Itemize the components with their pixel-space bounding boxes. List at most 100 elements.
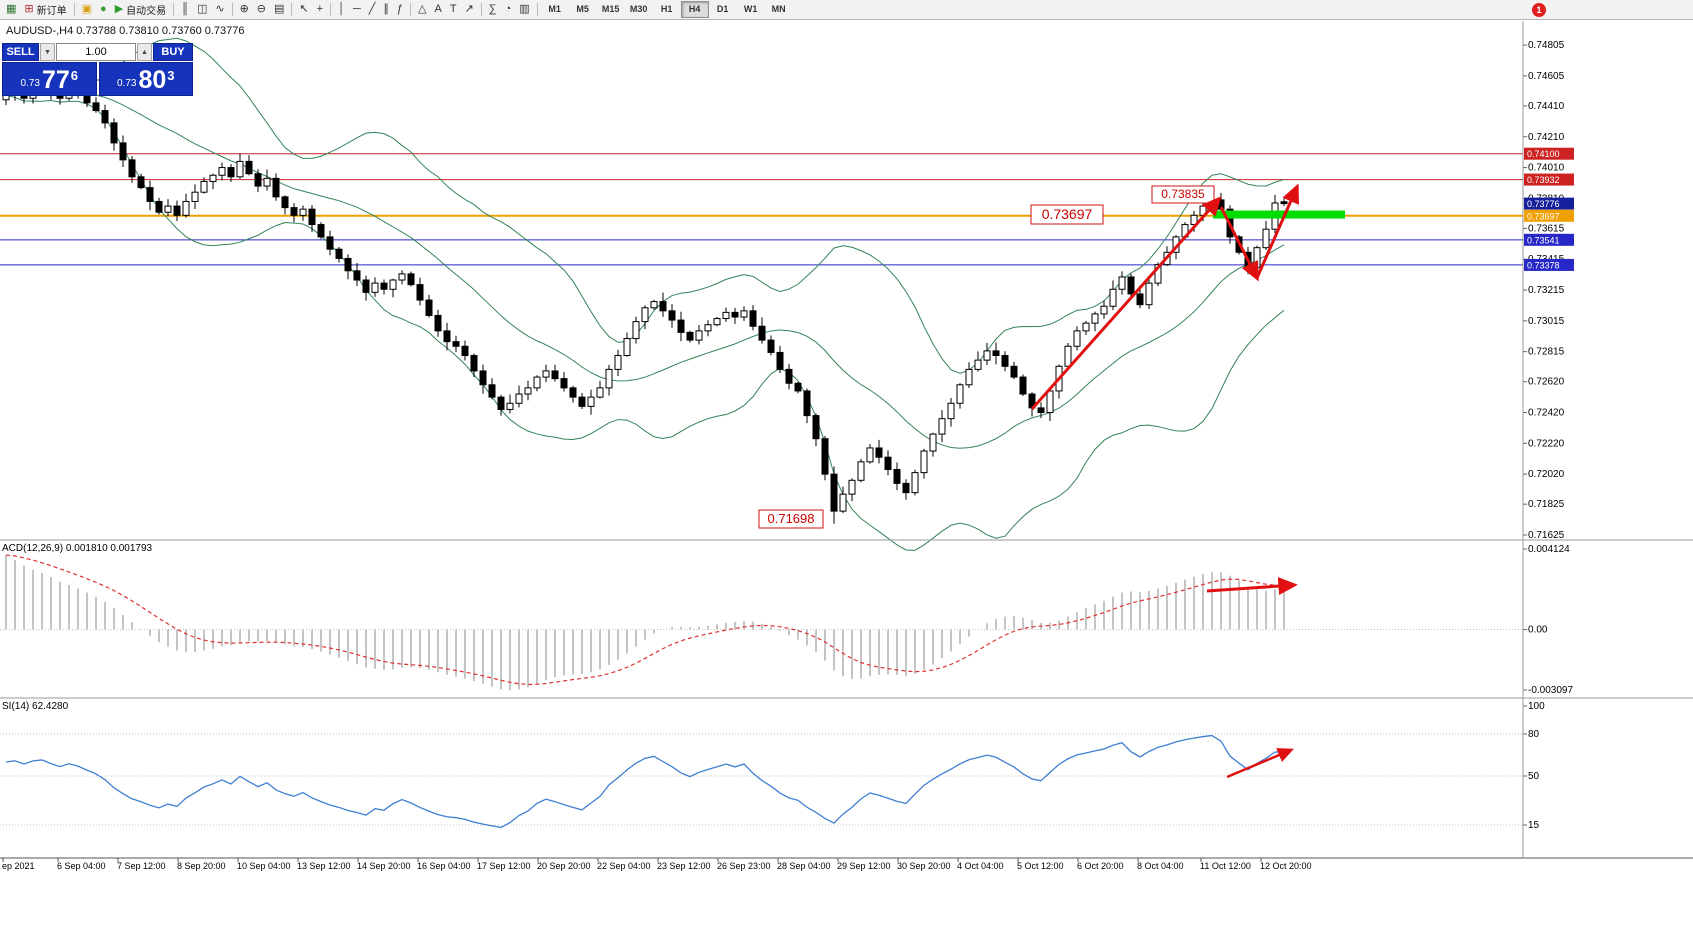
candle [713, 318, 721, 326]
volume-input[interactable] [56, 43, 136, 61]
new-chart-button[interactable]: ▦ [2, 1, 20, 19]
zoom-in-button[interactable]: ⊕ [236, 1, 253, 19]
date-label: 22 Sep 04:00 [597, 861, 651, 871]
macd-scale-label: 0.004124 [1528, 544, 1570, 555]
date-label: 8 Sep 20:00 [177, 861, 226, 871]
channel-button[interactable]: ∥ [379, 1, 393, 19]
trend-arrow[interactable] [1219, 206, 1259, 282]
sell-price-display[interactable]: 0.73 77 6 [2, 62, 97, 96]
candle [425, 299, 433, 316]
candle [1082, 322, 1090, 332]
candle [974, 359, 982, 370]
autotrading-icon: ▶ [114, 3, 124, 15]
tab-timeframe-m15[interactable]: M15 [601, 4, 620, 14]
notification-badge[interactable]: 1 [1532, 3, 1546, 17]
trendline-button[interactable]: ╱ [365, 1, 380, 19]
bar-chart-button[interactable]: ║ [177, 1, 193, 19]
candle [947, 402, 955, 420]
toolbar-separator [291, 3, 293, 16]
arrows-icon: ↗ [464, 3, 474, 15]
tab-timeframe-m1[interactable]: M1 [548, 4, 561, 14]
candle [1001, 355, 1009, 367]
tab-timeframe-h1[interactable]: H1 [660, 4, 673, 14]
zoom-out-button[interactable]: ⊖ [253, 1, 270, 19]
label-button[interactable]: T [446, 1, 461, 19]
sell-price-big: 77 [41, 66, 70, 94]
line-chart-button[interactable]: ∿ [211, 1, 228, 19]
tab-timeframe-w1[interactable]: W1 [743, 4, 758, 14]
buy-price-big: 80 [138, 66, 167, 94]
annotation-price-box[interactable] [1030, 204, 1104, 225]
tab-timeframe-mn[interactable]: MN [771, 4, 786, 14]
periods-button[interactable]: ◔ [501, 1, 516, 19]
candle [398, 273, 406, 281]
arrows-button[interactable]: ↗ [461, 1, 478, 19]
rsi-scale-label: 50 [1528, 771, 1540, 782]
annotation-price-box[interactable] [1151, 185, 1215, 204]
rsi-line [5, 734, 1285, 829]
candle [785, 368, 793, 384]
fibonacci-button[interactable]: ƒ [393, 1, 407, 19]
price-scale-label: 0.74410 [1528, 101, 1565, 112]
new-order-button-label: 新订单 [36, 6, 67, 17]
candle [920, 450, 928, 474]
one-click-trading-panel: SELL ▼ ▲ BUY 0.73 77 6 0.73 80 3 [2, 43, 193, 96]
price-scale-label: 0.72620 [1528, 377, 1565, 388]
date-label: 6 Sep 04:00 [57, 861, 106, 871]
tab-timeframe-m5[interactable]: M5 [576, 4, 589, 14]
tile-windows-button[interactable]: ▤ [270, 1, 288, 19]
templates-icon: ▥ [519, 3, 530, 15]
shapes-button[interactable]: △ [414, 1, 430, 19]
candle [758, 325, 766, 341]
fibonacci-icon: ƒ [396, 3, 403, 15]
buy-price-display[interactable]: 0.73 80 3 [98, 62, 193, 96]
buy-button[interactable]: BUY [153, 43, 193, 61]
candle [740, 310, 748, 318]
crosshair-button[interactable]: + [313, 1, 327, 19]
macd-scale-label: 0.00 [1528, 625, 1548, 636]
tab-timeframe-m30[interactable]: M30 [629, 4, 648, 14]
candle [983, 350, 991, 361]
candle [452, 341, 460, 347]
price-badge [1524, 233, 1574, 246]
macd-label: ACD(12,26,9) 0.001810 0.001793 [2, 543, 153, 554]
history-center-button[interactable]: ● [96, 1, 111, 19]
volume-up-button[interactable]: ▲ [137, 43, 152, 61]
candle [479, 370, 487, 386]
templates-button[interactable]: ▥ [515, 1, 533, 19]
trend-arrow[interactable] [1206, 577, 1298, 596]
crosshair-icon: + [316, 3, 324, 15]
cursor-button[interactable]: ↖ [295, 1, 312, 19]
candle [803, 390, 811, 417]
macd-signal-line [5, 554, 1285, 686]
candle [128, 159, 136, 178]
vertical-line-button[interactable]: │ [334, 1, 349, 19]
trend-arrow[interactable] [1030, 196, 1222, 410]
candle [569, 387, 577, 398]
sell-button[interactable]: SELL [2, 43, 39, 61]
tab-timeframe-h4[interactable]: H4 [680, 1, 709, 18]
green-level-bar[interactable] [1213, 210, 1345, 219]
annotation-price-box[interactable] [758, 509, 824, 529]
candle [1262, 228, 1270, 249]
candle [704, 324, 712, 332]
candle [695, 330, 703, 341]
new-order-button[interactable]: ⊞ 新订单 [20, 1, 70, 19]
horizontal-line-button[interactable]: ─ [349, 1, 365, 19]
text-button[interactable]: A [430, 1, 445, 19]
autotrading-button[interactable]: ▶ 自动交易 [111, 1, 170, 19]
trend-arrow[interactable] [1255, 183, 1299, 279]
candle [1145, 282, 1153, 306]
candlestick-chart-button[interactable]: ◫ [193, 1, 211, 19]
volume-down-button[interactable]: ▼ [40, 43, 55, 61]
annotation-price-text: 0.73835 [1161, 187, 1205, 201]
trend-arrow[interactable] [1226, 748, 1294, 779]
candle [992, 350, 1000, 357]
indicators-button[interactable]: ∑ [485, 1, 501, 19]
package-icon-button[interactable]: ▣ [78, 1, 96, 19]
price-badge-label: 0.73932 [1527, 175, 1560, 185]
rsi-label: SI(14) 62.4280 [2, 701, 69, 712]
tab-timeframe-d1[interactable]: D1 [716, 4, 729, 14]
rsi-scale-label: 15 [1528, 820, 1540, 831]
